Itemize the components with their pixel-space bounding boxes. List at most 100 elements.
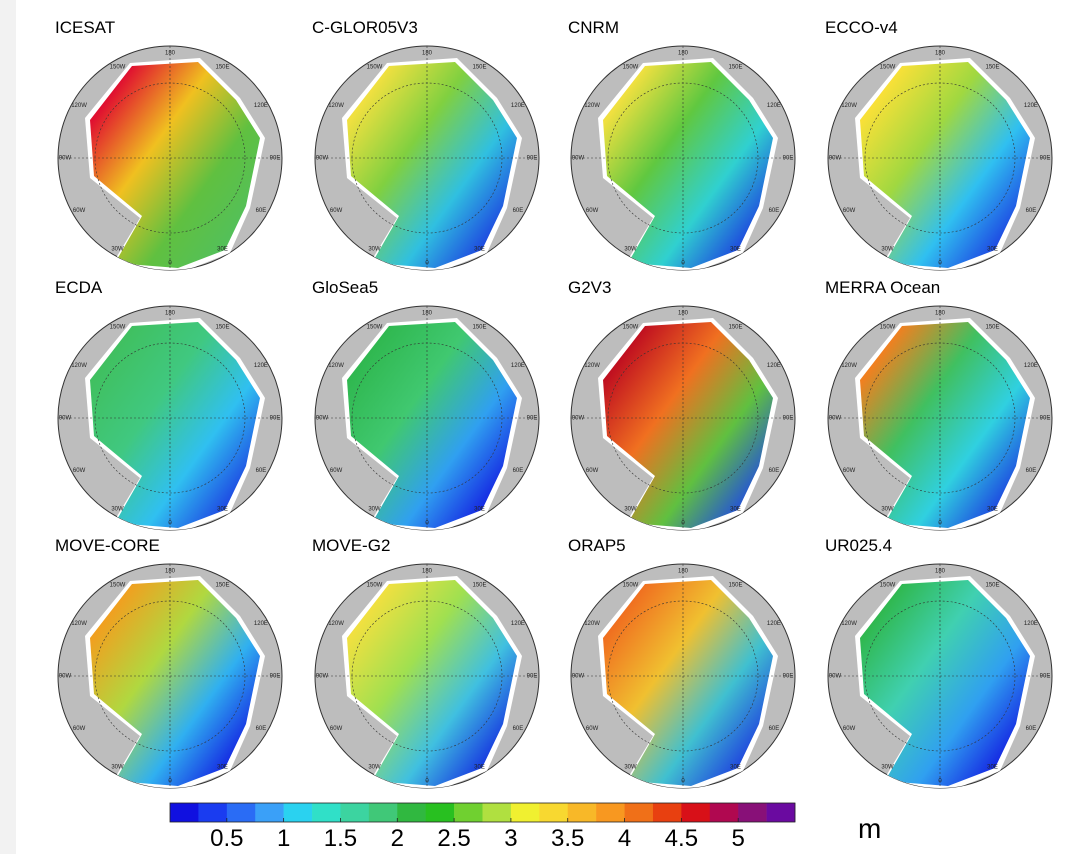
longitude-label: 180	[165, 311, 176, 317]
sea-ice-thickness	[860, 62, 1030, 268]
colorbar-segment	[681, 803, 711, 822]
longitude-label: 0	[425, 261, 429, 267]
longitude-label: 60E	[1026, 208, 1037, 214]
colorbar-segment	[283, 803, 313, 822]
longitude-label: 90W	[572, 156, 585, 162]
longitude-label: 60W	[586, 208, 599, 214]
longitude-label: 120W	[71, 621, 87, 627]
longitude-label: 120E	[254, 363, 268, 369]
colorbar-tick-label: 3	[504, 825, 517, 852]
map-area	[85, 576, 265, 788]
longitude-label: 120W	[328, 103, 344, 109]
colorbar-segment	[596, 803, 625, 822]
longitude-label: 180	[165, 51, 176, 57]
colorbar-segment	[567, 803, 597, 822]
longitude-label: 180	[678, 51, 689, 57]
map-panel: ECDA 180 150W 150E 120W 120E 90W 90E 60W 60E 30W 30…	[55, 278, 283, 531]
colorbar-tick-label: 0.5	[210, 825, 243, 852]
longitude-label: 150W	[110, 583, 126, 589]
colorbar: 0.5 1 1.5 2 2.5 3 3.5 4 4.5 5 m	[169, 802, 881, 852]
longitude-label: 150E	[472, 325, 486, 331]
longitude-label: 60E	[1026, 468, 1037, 474]
longitude-label: 120E	[511, 103, 525, 109]
panel-title: G2V3	[568, 278, 611, 297]
longitude-label: 180	[165, 569, 176, 575]
longitude-label: 150E	[215, 325, 229, 331]
map-area	[598, 318, 778, 530]
longitude-label: 60W	[330, 468, 343, 474]
longitude-label: 90W	[829, 156, 842, 162]
longitude-label: 120E	[767, 103, 781, 109]
panel-title: ORAP5	[568, 536, 626, 555]
colorbar-segment	[738, 803, 767, 822]
map-area	[342, 318, 522, 530]
longitude-label: 0	[938, 261, 942, 267]
longitude-label: 120W	[841, 363, 857, 369]
longitude-label: 30E	[474, 247, 485, 253]
longitude-label: 90E	[783, 674, 794, 680]
longitude-label: 90E	[783, 416, 794, 422]
colorbar-segment	[539, 803, 569, 822]
longitude-label: 90W	[59, 674, 72, 680]
longitude-label: 90E	[527, 674, 538, 680]
map-panel: ORAP5 180 150W 150E 120W 120E 90W 90E 60W 60E 30W 3…	[568, 536, 796, 789]
map-area	[85, 58, 265, 270]
map-area	[342, 58, 522, 270]
map-area	[855, 58, 1035, 270]
longitude-label: 150W	[110, 325, 126, 331]
map-panel: MOVE-G2 180 150W 150E 120W 120E 90W 90E 60W 60E 30…	[312, 536, 540, 789]
longitude-label: 30W	[111, 247, 124, 253]
colorbar-segment	[766, 803, 796, 822]
longitude-label: 180	[422, 51, 433, 57]
longitude-label: 30E	[987, 765, 998, 771]
longitude-label: 60W	[330, 208, 343, 214]
longitude-label: 150E	[472, 65, 486, 71]
map-panel: GloSea5 180 150W 150E 120W 120E 90W 90E 60W 60E 30…	[312, 278, 540, 531]
longitude-label: 60E	[769, 726, 780, 732]
sea-ice-thickness	[860, 322, 1030, 528]
map-area	[598, 576, 778, 788]
longitude-label: 30E	[730, 765, 741, 771]
longitude-label: 0	[168, 261, 172, 267]
longitude-label: 120E	[767, 363, 781, 369]
longitude-label: 150W	[367, 583, 383, 589]
colorbar-segment	[255, 803, 284, 822]
longitude-label: 90W	[59, 416, 72, 422]
colorbar-tick-label: 5	[732, 825, 745, 852]
map-panel: CNRM 180 150W 150E 120W 120E 90W 90E 60W 60E 30W 30…	[568, 18, 796, 271]
longitude-label: 150E	[985, 325, 999, 331]
longitude-label: 120E	[254, 621, 268, 627]
longitude-label: 60W	[843, 726, 856, 732]
map-panel: MERRA Ocean 180 150W 150E 120W 120E 90W 90E 60W 6…	[825, 278, 1053, 531]
longitude-label: 150W	[880, 65, 896, 71]
longitude-label: 0	[425, 779, 429, 785]
longitude-label: 150E	[215, 583, 229, 589]
longitude-label: 60W	[73, 726, 86, 732]
longitude-label: 90E	[270, 674, 281, 680]
longitude-label: 150E	[472, 583, 486, 589]
map-area	[855, 576, 1035, 788]
sea-ice-thickness	[347, 62, 517, 268]
longitude-label: 90E	[1040, 674, 1051, 680]
longitude-label: 60W	[843, 208, 856, 214]
map-area	[342, 576, 522, 788]
colorbar-segment	[510, 803, 540, 822]
longitude-label: 30W	[368, 247, 381, 253]
longitude-label: 150W	[623, 325, 639, 331]
longitude-label: 90E	[1040, 416, 1051, 422]
colorbar-segment	[454, 803, 483, 822]
panel-title: MERRA Ocean	[825, 278, 940, 297]
longitude-label: 30W	[111, 765, 124, 771]
sea-ice-thickness	[347, 322, 517, 528]
longitude-label: 150W	[367, 65, 383, 71]
longitude-label: 0	[425, 521, 429, 527]
longitude-label: 180	[935, 311, 946, 317]
colorbar-tick-label: 4.5	[665, 825, 698, 852]
sea-ice-thickness	[90, 322, 260, 528]
sea-ice-thickness	[603, 322, 773, 528]
longitude-label: 90E	[1040, 156, 1051, 162]
map-panel: G2V3 180 150W 150E 120W 120E 90W 90E 60W 60E 30W 30…	[568, 278, 796, 531]
colorbar-segment	[652, 803, 682, 822]
panel-title: MOVE-CORE	[55, 536, 160, 555]
